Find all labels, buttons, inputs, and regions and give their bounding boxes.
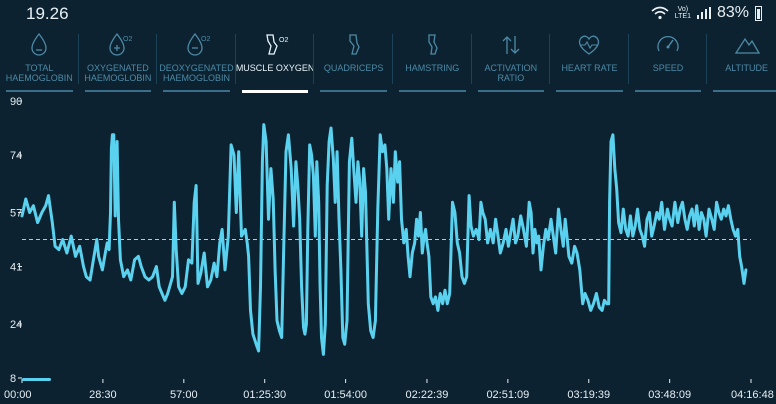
tab-divider bbox=[77, 34, 79, 84]
x-tick-label: 02:51:09 bbox=[486, 389, 529, 401]
status-icons: Vo) LTE1 83% bbox=[651, 4, 762, 22]
tab-deoxygenated-haemoglobin[interactable]: O2 DEOXYGENATED HAEMOGLOBIN bbox=[157, 28, 236, 96]
tab-divider bbox=[470, 34, 472, 84]
tab-underline bbox=[84, 90, 152, 92]
x-tick-label: 03:19:39 bbox=[567, 389, 610, 401]
tab-underline bbox=[556, 90, 623, 92]
svg-text:O2: O2 bbox=[279, 37, 288, 44]
y-tick-label: 57 bbox=[10, 207, 22, 219]
drop-icon bbox=[31, 32, 47, 56]
tab-label: HAMSTRING bbox=[405, 63, 460, 73]
x-tick-label: 57:00 bbox=[170, 389, 198, 401]
x-tick-label: 02:22:39 bbox=[406, 389, 449, 401]
svg-text:O2: O2 bbox=[201, 36, 210, 43]
tab-muscle-oxygen[interactable]: O2 MUSCLE OXYGEN bbox=[236, 28, 315, 96]
x-tick-label: 01:25:30 bbox=[243, 389, 286, 401]
y-tick-label: 24 bbox=[10, 319, 22, 331]
tab-oxygenated-haemoglobin[interactable]: O2 OXYGENATED HAEMOGLOBIN bbox=[79, 28, 158, 96]
tab-divider bbox=[313, 34, 315, 84]
tab-label: ACTIVATION RATIO bbox=[484, 63, 538, 83]
muscle-oxygen-series-line bbox=[20, 123, 748, 356]
tab-label: ALTITUDE bbox=[725, 63, 769, 73]
x-axis: 00:00 28:30 57:00 01:25:30 01:54:00 02:22:39 0… bbox=[4, 379, 774, 401]
tab-hamstring[interactable]: HAMSTRING bbox=[393, 28, 472, 96]
drop-o2-minus-icon: O2 bbox=[187, 32, 210, 56]
y-tick-label: 74 bbox=[10, 150, 22, 162]
mountain-icon bbox=[734, 37, 760, 54]
y-tick-label: 90 bbox=[10, 96, 22, 108]
tab-underline bbox=[241, 90, 309, 93]
hamstring-icon bbox=[428, 34, 438, 55]
tab-divider bbox=[549, 34, 551, 84]
tab-divider bbox=[627, 34, 629, 84]
tab-label: SPEED bbox=[652, 63, 684, 73]
x-tick-label: 00:00 bbox=[4, 389, 32, 401]
tab-activation-ratio[interactable]: ACTIVATION RATIO bbox=[472, 28, 551, 96]
x-tick-label: 04:16:48 bbox=[731, 389, 774, 401]
tab-underline bbox=[477, 90, 545, 92]
status-time: 19.26 bbox=[26, 4, 69, 23]
timeline-scrubber[interactable] bbox=[22, 378, 51, 381]
muscle-o2-icon: O2 bbox=[266, 34, 289, 55]
tab-underline bbox=[713, 90, 776, 92]
tab-altitude[interactable]: ALTITUDE bbox=[707, 28, 776, 96]
tab-label: DEOXYGENATED HAEMOGLOBIN bbox=[159, 63, 234, 83]
tab-underline bbox=[6, 90, 73, 92]
tab-label: QUADRICEPS bbox=[323, 63, 384, 73]
signal-icon bbox=[696, 7, 711, 19]
heart-icon bbox=[579, 35, 600, 55]
tab-speed[interactable]: SPEED bbox=[629, 28, 708, 96]
quadriceps-icon bbox=[349, 34, 360, 55]
y-axis: 90 74 57 41 24 8 bbox=[10, 96, 22, 385]
tab-underline bbox=[163, 90, 230, 92]
tab-divider bbox=[234, 34, 236, 84]
tab-label: OXYGENATED HAEMOGLOBIN bbox=[84, 63, 152, 83]
y-tick-label: 8 bbox=[10, 373, 16, 385]
battery-percent: 83% bbox=[716, 4, 749, 21]
tab-divider bbox=[706, 34, 708, 84]
network-type: Vo) LTE1 bbox=[674, 6, 691, 20]
metric-tabs: TOTAL HAEMOGLOBIN O2 OXYGENATED HAEMOGLO… bbox=[0, 28, 776, 96]
activation-ratio-icon bbox=[502, 36, 520, 54]
tab-label: TOTAL HAEMOGLOBIN bbox=[5, 63, 73, 83]
tab-underline bbox=[320, 90, 387, 92]
x-tick-label: 03:48:09 bbox=[648, 389, 691, 401]
x-tick-label: 01:54:00 bbox=[324, 389, 367, 401]
tab-divider bbox=[156, 34, 158, 84]
tab-underline bbox=[634, 90, 702, 92]
timeline-scrubber-layer[interactable] bbox=[22, 378, 51, 381]
tab-underline bbox=[398, 90, 466, 92]
plot-area bbox=[20, 123, 748, 356]
y-tick-label: 41 bbox=[10, 262, 22, 274]
muscle-oxygen-chart: 90 74 57 41 24 8 00:00 28:30 57:00 01:25:30 01:54… bbox=[4, 96, 774, 401]
wifi-icon bbox=[651, 6, 669, 20]
tab-total-haemoglobin[interactable]: TOTAL HAEMOGLOBIN bbox=[0, 28, 79, 96]
tab-label: MUSCLE OXYGEN bbox=[235, 63, 315, 73]
tab-divider bbox=[391, 34, 393, 84]
battery-icon bbox=[755, 5, 762, 21]
status-bar: 19.26 Vo) LTE1 83% bbox=[0, 0, 776, 28]
drop-o2-plus-icon: O2 bbox=[109, 32, 132, 56]
tab-quadriceps[interactable]: QUADRICEPS bbox=[314, 28, 393, 96]
speedometer-icon bbox=[657, 35, 679, 52]
tab-heart-rate[interactable]: HEART RATE bbox=[550, 28, 629, 96]
svg-text:O2: O2 bbox=[123, 36, 132, 43]
tab-label: HEART RATE bbox=[561, 63, 618, 73]
x-tick-label: 28:30 bbox=[89, 389, 117, 401]
